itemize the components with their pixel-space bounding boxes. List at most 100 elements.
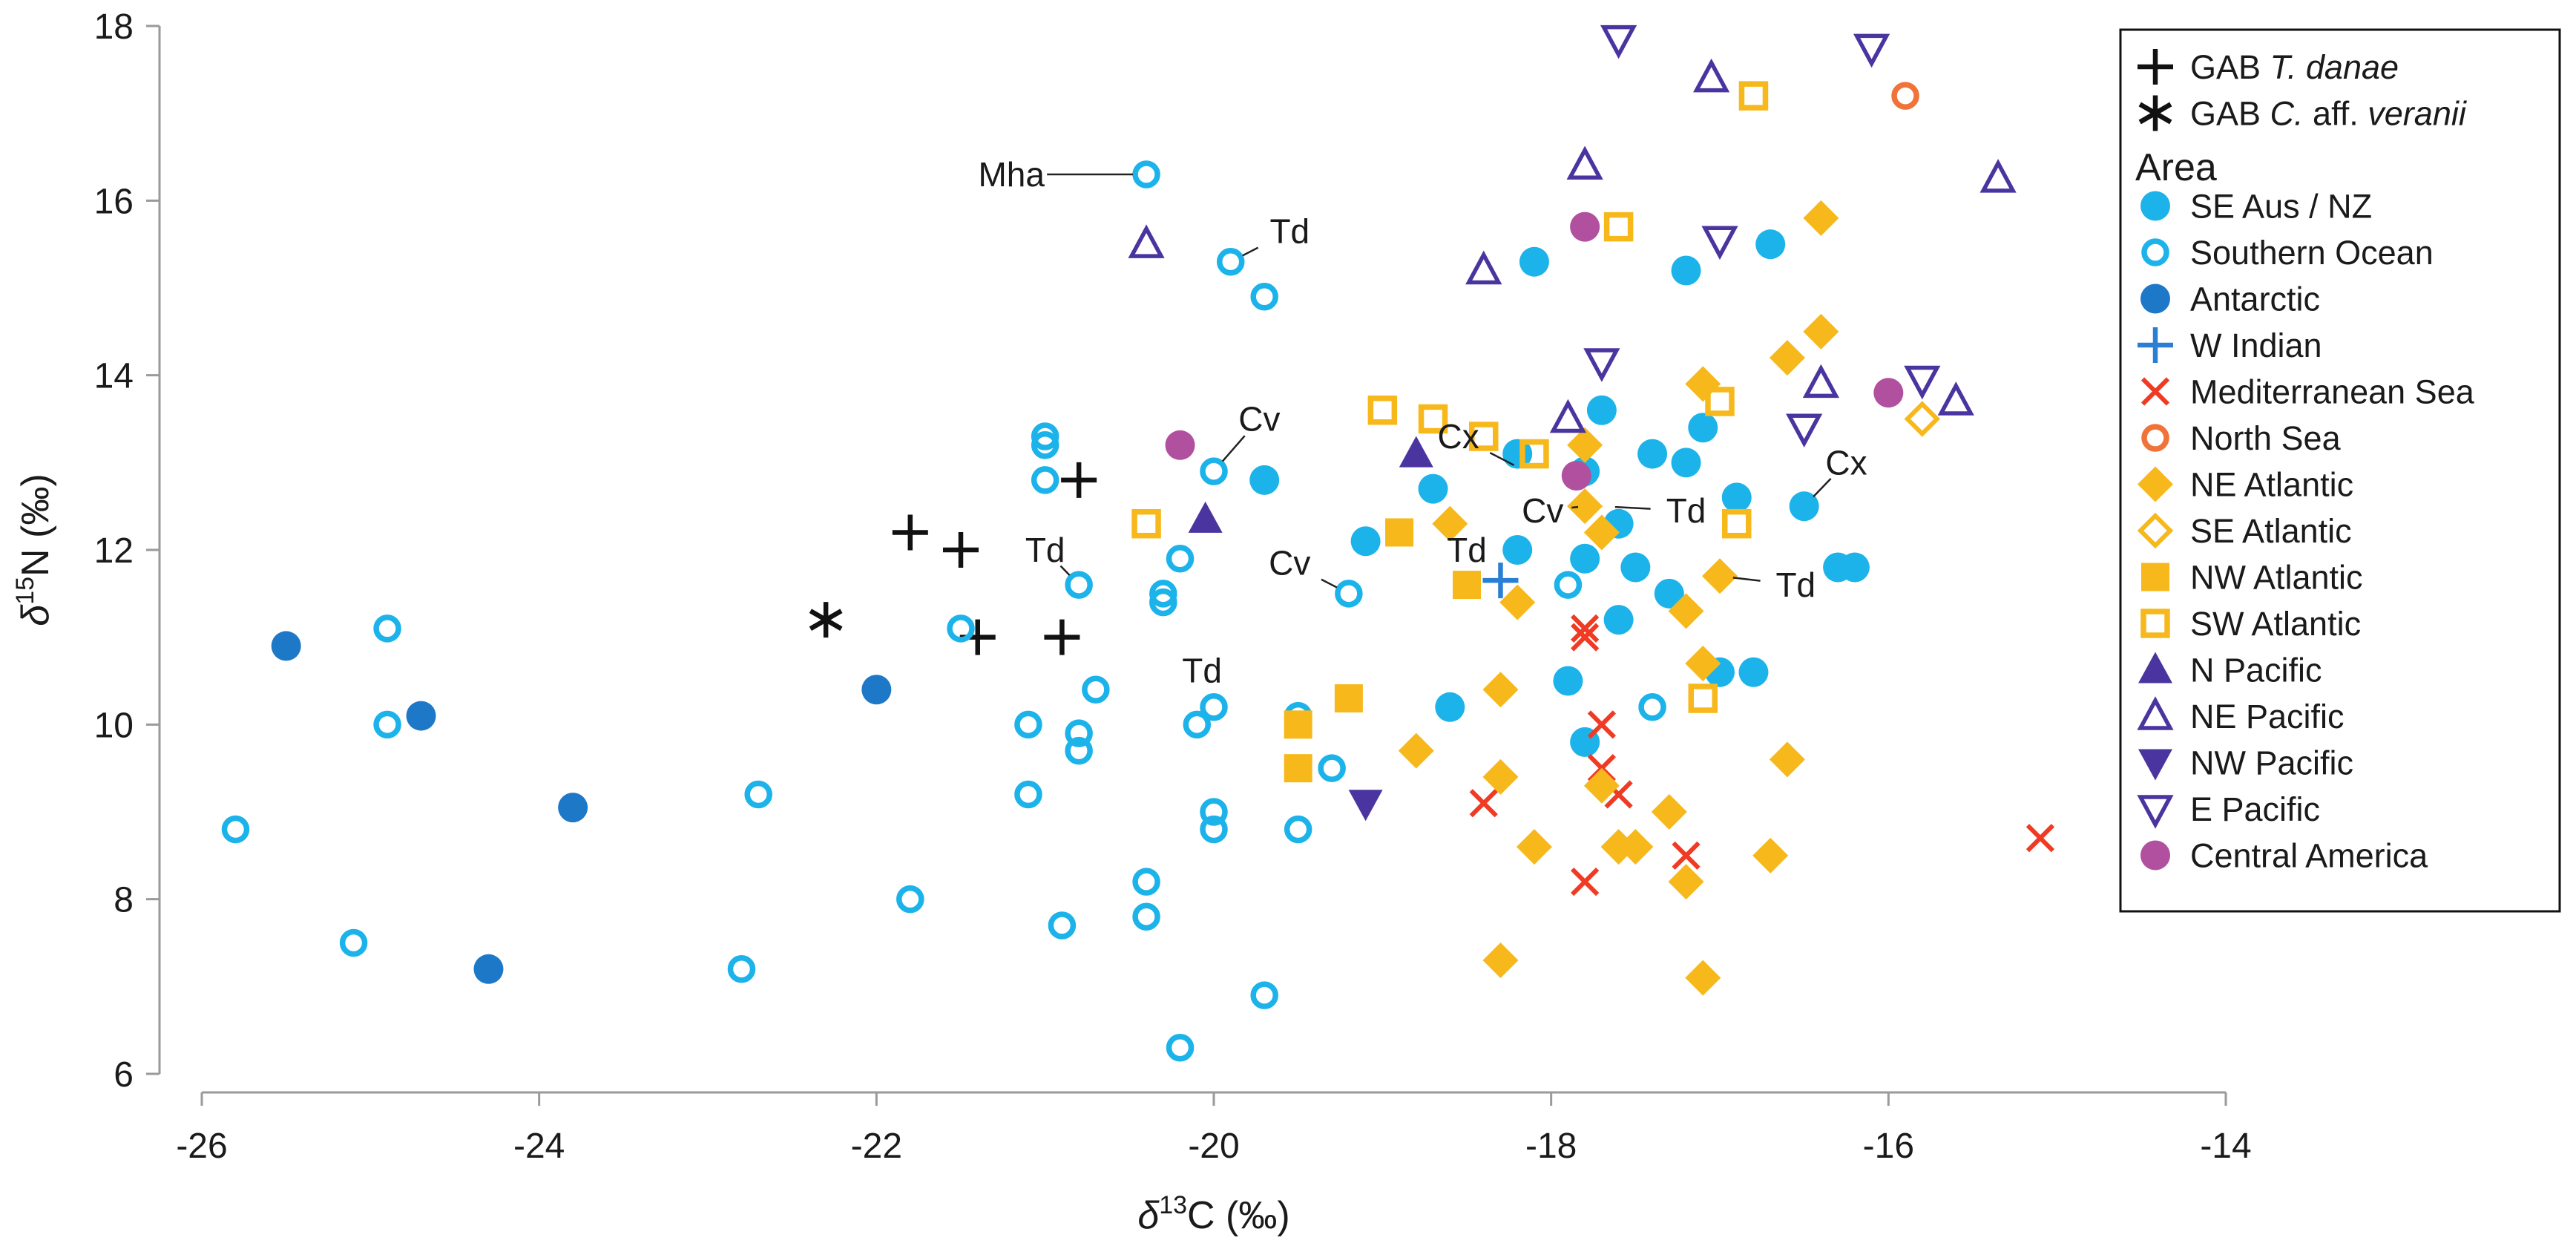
data-point (1721, 482, 1752, 513)
data-point (1554, 571, 1583, 599)
data-point (727, 955, 756, 983)
data-point (1482, 672, 1519, 708)
data-point (1216, 247, 1245, 276)
data-point (1418, 404, 1448, 434)
annotation-cx: Cx (1813, 443, 1867, 498)
data-point (1654, 578, 1684, 609)
legend-marker (2138, 95, 2172, 131)
data-point (896, 885, 924, 914)
data-point (1937, 381, 1974, 416)
legend-label: W Indian (2190, 327, 2322, 364)
data-point (2025, 824, 2055, 853)
legend-marker (2137, 512, 2174, 549)
data-point (1755, 229, 1786, 260)
data-point (1418, 473, 1448, 504)
legend-marker (2140, 191, 2170, 221)
data-point (1128, 224, 1165, 258)
data-point (1398, 732, 1434, 769)
data-point (1553, 666, 1583, 696)
data-point (1482, 563, 1519, 599)
legend-label: NE Pacific (2190, 698, 2345, 735)
data-point (1671, 448, 1701, 478)
data-point (1183, 710, 1212, 739)
x-tick-label: -22 (851, 1127, 902, 1166)
annotation-label: Td (1447, 531, 1487, 569)
series-se-atlantic (1904, 401, 1941, 437)
data-point (1904, 365, 1941, 400)
data-point (373, 710, 401, 739)
data-point (1803, 313, 1839, 350)
legend-entry-n-pacific: N Pacific (2138, 652, 2322, 689)
legend-marker (2141, 563, 2169, 591)
data-point (1014, 780, 1042, 809)
legend-entry-se-aus-nz: SE Aus / NZ (2140, 188, 2372, 226)
legend-label: GAB C. aff. veranii (2190, 95, 2468, 133)
legend-marker (2141, 424, 2169, 452)
annotation-cv: Cv (1269, 544, 1338, 589)
annotation-label: Cv (1238, 400, 1280, 439)
legend-title: Area (2135, 146, 2217, 189)
data-point (1519, 246, 1549, 277)
legend-marker (2140, 840, 2170, 871)
data-point (1165, 430, 1195, 460)
annotation-label: Cv (1269, 544, 1310, 583)
data-point (1131, 508, 1161, 539)
data-point (339, 928, 368, 957)
legend-marker (2138, 466, 2173, 502)
data-point (1570, 212, 1600, 242)
data-point (1567, 427, 1603, 463)
data-point (1132, 902, 1160, 931)
data-point (1482, 943, 1519, 979)
data-point (1561, 460, 1591, 491)
annotation-td: Td (1182, 651, 1222, 689)
legend-label: GAB T. danae (2190, 48, 2399, 86)
data-point (1688, 683, 1718, 713)
y-tick-label: 16 (94, 182, 134, 221)
data-point (1516, 829, 1552, 865)
x-tick-label: -24 (513, 1127, 565, 1166)
data-point (1432, 505, 1468, 542)
data-point (1044, 619, 1080, 655)
annotation-cx: Cx (1438, 417, 1515, 466)
legend-marker (2140, 609, 2170, 638)
legend-label: E Pacific (2190, 790, 2320, 828)
data-point (744, 780, 772, 809)
data-point (1738, 81, 1769, 111)
series-w-indian (1482, 563, 1519, 599)
annotation-label: Td (1269, 212, 1310, 251)
data-point (861, 675, 892, 705)
data-point (1549, 399, 1587, 433)
legend-label: N Pacific (2190, 652, 2322, 689)
data-point (1350, 526, 1381, 557)
annotation-label: Cv (1522, 491, 1563, 530)
data-point (1738, 657, 1769, 687)
annotation-label: Cx (1825, 443, 1867, 482)
data-point (1637, 439, 1668, 469)
legend-label: Southern Ocean (2190, 234, 2434, 272)
data-point (1482, 758, 1519, 795)
x-tick-label: -16 (1863, 1127, 1914, 1166)
data-point (1904, 401, 1941, 437)
y-tick-label: 6 (114, 1055, 134, 1095)
data-point (1082, 675, 1110, 704)
data-point (1014, 710, 1042, 739)
legend-label: Mediterranean Sea (2190, 373, 2475, 411)
legend-entry-sw-atlantic: SW Atlantic (2140, 605, 2361, 643)
legend-entry-central-america: Central America (2140, 837, 2428, 875)
data-point (1502, 535, 1533, 565)
data-point (1468, 422, 1499, 451)
series-ne-atlantic (1398, 200, 1839, 996)
legend-marker (2138, 749, 2172, 781)
x-tick-label: -18 (1525, 1127, 1577, 1166)
data-point (1786, 413, 1823, 448)
data-point (1600, 24, 1637, 59)
series-north-sea (1891, 82, 1919, 110)
series-n-pacific (1188, 436, 1433, 533)
data-point (1802, 364, 1840, 399)
legend-entry-mediterranean-sea: Mediterranean Sea (2140, 373, 2475, 411)
data-point (1570, 543, 1600, 574)
data-point (1166, 545, 1195, 573)
data-point (1031, 466, 1059, 494)
data-point (1284, 754, 1312, 783)
